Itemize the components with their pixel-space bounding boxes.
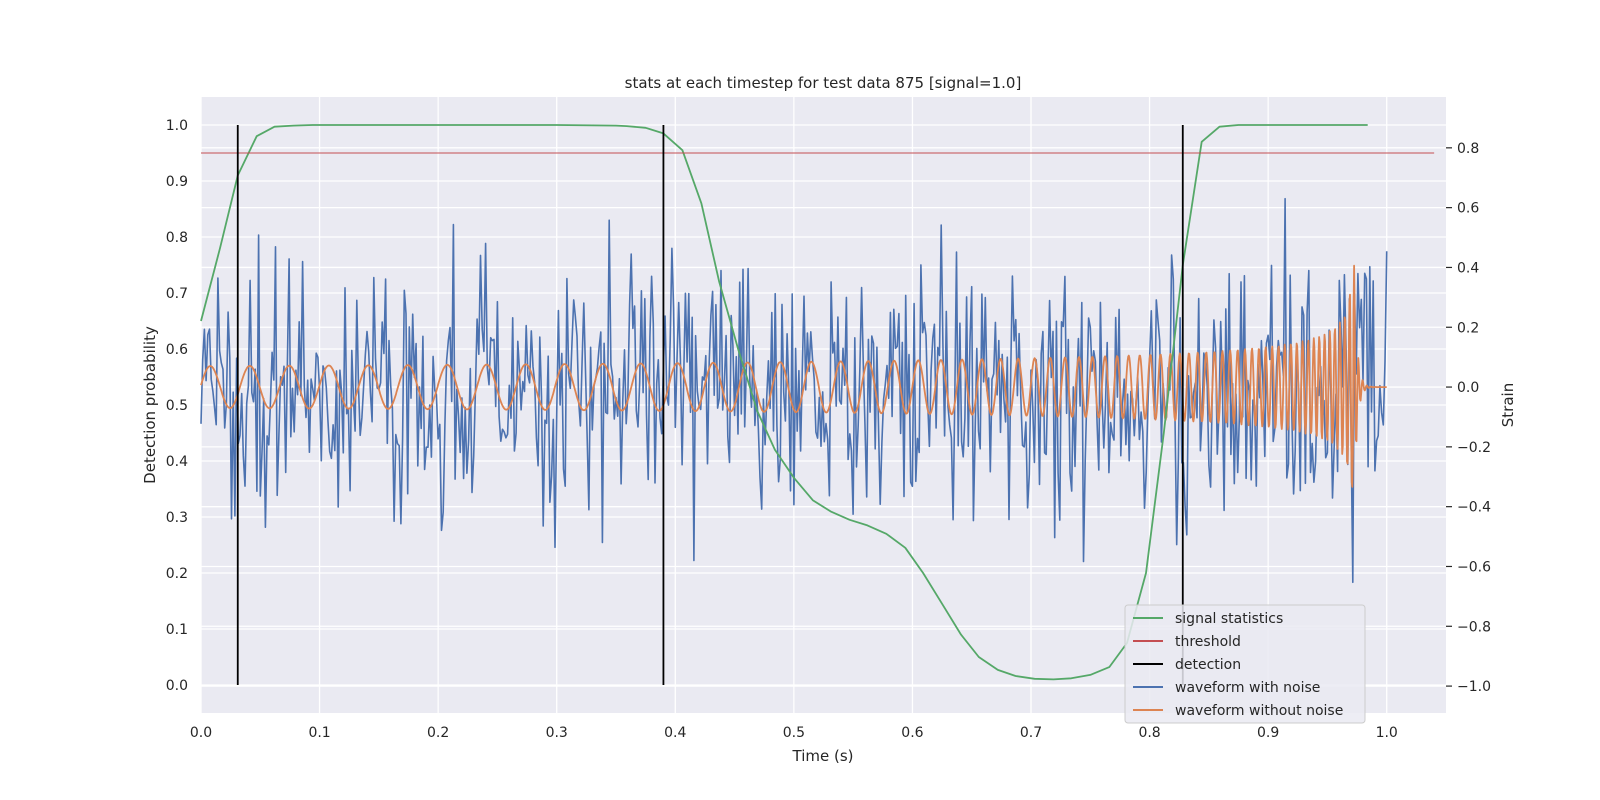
legend-label: detection (1175, 657, 1241, 673)
x-tick-label: 1.0 (1376, 725, 1398, 741)
x-tick-label: 0.6 (901, 725, 923, 741)
y-right-tick-label: 0.4 (1457, 260, 1479, 276)
x-tick-label: 0.1 (308, 725, 330, 741)
legend-label: signal statistics (1175, 611, 1283, 627)
x-tick-label: 0.2 (427, 725, 449, 741)
y-right-tick-label: 0.2 (1457, 320, 1479, 336)
legend-label: waveform without noise (1175, 703, 1343, 719)
y-right-axis-label: Strain (1499, 383, 1517, 427)
y-left-tick-label: 0.1 (166, 622, 188, 638)
y-left-tick-label: 0.2 (166, 566, 188, 582)
legend-label: threshold (1175, 634, 1241, 650)
y-left-tick-label: 0.8 (166, 230, 188, 246)
x-tick-label: 0.3 (546, 725, 568, 741)
y-right-tick-label: −0.4 (1457, 500, 1491, 516)
waveform-without-noise-series (200, 264, 1387, 488)
signal-statistics-line (200, 124, 1368, 681)
y-left-tick-label: 0.7 (166, 286, 188, 302)
waveform-with-noise-series (200, 197, 1388, 584)
legend-box (1124, 604, 1366, 724)
y-right-tick-label: 0.6 (1457, 201, 1479, 217)
x-axis-ticks: 0.0 0.1 0.2 0.3 0.4 0.5 0.6 0.7 0.8 0.9 1.0 (190, 725, 1398, 741)
chart-title: stats at each timestep for test data 875… (625, 74, 1022, 92)
y-left-tick-label: 1.0 (166, 118, 188, 134)
y-right-tick-label: −0.6 (1457, 559, 1491, 575)
y-right-tick-label: −0.2 (1457, 440, 1491, 456)
x-tick-label: 0.4 (664, 725, 686, 741)
y-right-tick-label: 0.8 (1457, 141, 1479, 157)
waveform-with-noise-line (200, 197, 1388, 584)
x-tick-label: 0.8 (1138, 725, 1160, 741)
x-axis-label: Time (s) (792, 747, 854, 765)
y-right-tick-label: −0.8 (1457, 619, 1491, 635)
y-left-axis-label: Detection probability (141, 326, 159, 484)
y-left-tick-label: 0.5 (166, 398, 188, 414)
y-left-tick-label: 0.3 (166, 510, 188, 526)
waveform-without-noise-line (200, 264, 1387, 488)
y-left-axis-ticks: 0.0 0.1 0.2 0.3 0.4 0.5 0.6 0.7 0.8 0.9 1.0 (166, 118, 188, 694)
x-tick-label: 0.9 (1257, 725, 1279, 741)
legend-label: waveform with noise (1175, 680, 1320, 696)
detection-series (236, 125, 1184, 685)
y-right-tick-label: 0.0 (1457, 380, 1479, 396)
x-tick-label: 0.5 (783, 725, 805, 741)
y-right-axis-ticks: −1.0 −0.8 −0.6 −0.4 −0.2 0.0 0.2 0.4 0.6 0.8 (1446, 141, 1491, 695)
y-right-tick-label: −1.0 (1457, 679, 1491, 695)
y-left-tick-label: 0.4 (166, 454, 188, 470)
x-tick-label: 0.0 (190, 725, 212, 741)
legend: signal statistics threshold detection wavef… (1124, 604, 1366, 724)
y-left-tick-label: 0.6 (166, 342, 188, 358)
y-left-tick-label: 0.0 (166, 678, 188, 694)
y-left-tick-label: 0.9 (166, 174, 188, 190)
x-tick-label: 0.7 (1020, 725, 1042, 741)
signal-statistics-series (200, 124, 1368, 681)
